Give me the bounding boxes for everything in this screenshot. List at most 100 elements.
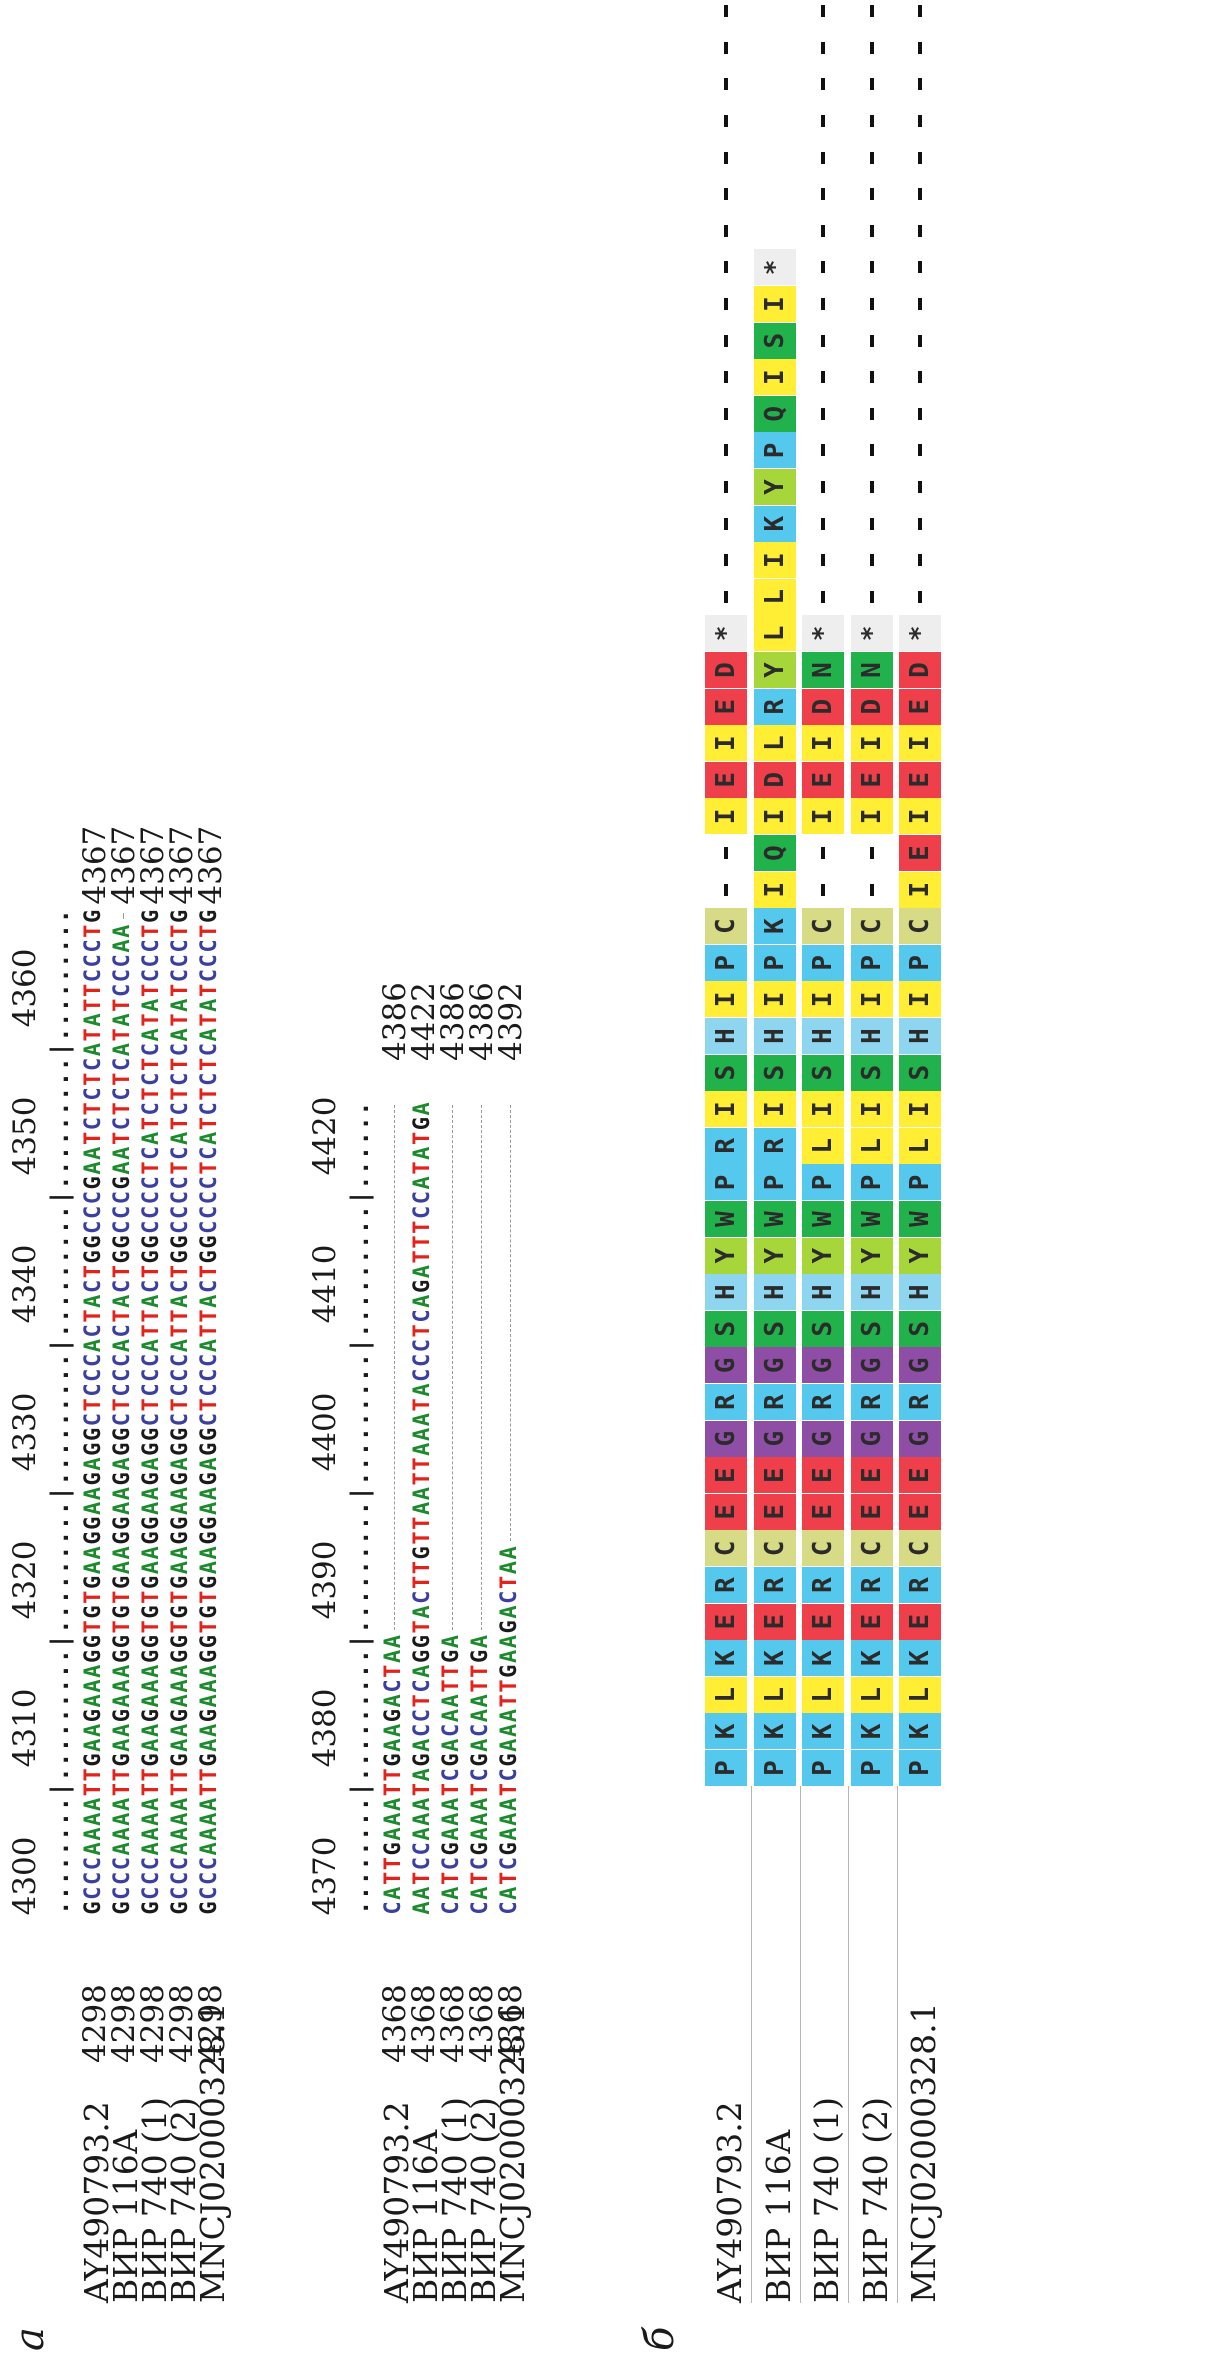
amino-acid: K bbox=[705, 1713, 747, 1750]
amino-acid: G bbox=[899, 1347, 941, 1384]
amino-acid: I bbox=[850, 725, 893, 762]
nucleotide: T bbox=[197, 1013, 222, 1027]
protein-name: MNCJ02000328.1 bbox=[904, 2002, 943, 2303]
nucleotide: C bbox=[197, 968, 222, 983]
alignment-gap bbox=[869, 847, 874, 859]
alignment-gap bbox=[869, 188, 874, 201]
nucleotide: A bbox=[197, 1842, 222, 1856]
ruler-label: 4410 bbox=[307, 1244, 343, 1324]
nucleotide: G bbox=[197, 1708, 222, 1723]
alignment-gap bbox=[821, 847, 825, 859]
nucleotide: C bbox=[197, 1412, 222, 1427]
amino-acid: I bbox=[705, 981, 747, 1018]
nucleotide: T bbox=[197, 1782, 222, 1797]
amino-acid: W bbox=[899, 1201, 941, 1237]
alignment-gap bbox=[869, 334, 874, 347]
sequence-end: 4367 bbox=[193, 825, 229, 905]
alignment-gap bbox=[724, 261, 728, 274]
nucleotide: A bbox=[197, 1457, 222, 1471]
amino-acid: H bbox=[802, 1274, 844, 1311]
amino-acid: S bbox=[850, 1054, 893, 1091]
amino-acid: I bbox=[850, 798, 893, 835]
nucleotide: A bbox=[497, 1546, 522, 1560]
protein-name: AY490793.2 bbox=[710, 2101, 749, 2303]
amino-acid: C bbox=[850, 1530, 893, 1567]
amino-acid: K bbox=[753, 505, 796, 542]
nucleotide: G bbox=[197, 1901, 222, 1915]
amino-acid: I bbox=[802, 798, 844, 835]
amino-acid: Q bbox=[753, 395, 796, 432]
amino-acid: E bbox=[753, 1603, 796, 1640]
alignment-gap bbox=[724, 444, 728, 457]
amino-acid: G bbox=[802, 1347, 844, 1384]
alignment-gap bbox=[918, 224, 922, 237]
amino-acid: Y bbox=[705, 1237, 747, 1274]
sequence-start: 4298 bbox=[193, 1984, 229, 2063]
amino-acid: I bbox=[850, 981, 893, 1018]
alignment-gap bbox=[869, 78, 874, 91]
nucleotide: G bbox=[197, 1575, 222, 1590]
alignment-gap bbox=[918, 517, 922, 530]
nucleotide: T bbox=[197, 1620, 222, 1634]
alignment-gap bbox=[724, 5, 728, 18]
amino-acid: S bbox=[802, 1310, 844, 1347]
stop-codon: * bbox=[705, 615, 747, 652]
nucleotide: A bbox=[197, 1812, 222, 1826]
amino-acid: C bbox=[753, 1530, 796, 1567]
nucleotide: G bbox=[197, 1516, 222, 1530]
alignment-gap bbox=[918, 298, 922, 310]
ruler-label: 4350 bbox=[7, 1096, 43, 1176]
alignment-gap bbox=[821, 41, 825, 54]
amino-acid: E bbox=[850, 761, 893, 798]
alignment-gap bbox=[724, 334, 728, 347]
stop-codon: * bbox=[753, 249, 796, 286]
nucleotide: G bbox=[497, 1620, 522, 1634]
nucleotide: T bbox=[197, 924, 222, 938]
nucleotide: A bbox=[197, 1738, 222, 1752]
nucleotide: A bbox=[497, 1723, 522, 1738]
nucleotide: A bbox=[497, 1634, 522, 1649]
amino-acid: C bbox=[705, 1530, 747, 1567]
amino-acid: R bbox=[899, 1567, 941, 1603]
nucleotide: G bbox=[197, 1427, 222, 1442]
nucleotide: A bbox=[497, 1797, 522, 1812]
nucleotide: A bbox=[197, 998, 222, 1012]
amino-acid: I bbox=[850, 1091, 893, 1128]
ruler-label: 4320 bbox=[7, 1540, 43, 1620]
alignment-gap bbox=[869, 298, 874, 310]
amino-acid: S bbox=[899, 1310, 941, 1347]
alignment-gap bbox=[869, 481, 874, 493]
nucleotide: A bbox=[197, 1797, 222, 1812]
amino-acid: E bbox=[802, 1493, 844, 1530]
amino-acid: I bbox=[753, 542, 796, 579]
alignment-gap bbox=[821, 334, 825, 347]
nucleotide: T bbox=[197, 1398, 222, 1412]
ruler-label: 4390 bbox=[307, 1540, 343, 1620]
amino-acid: R bbox=[802, 1384, 844, 1420]
amino-acid: D bbox=[753, 761, 796, 798]
panel-label-a: а bbox=[7, 2327, 53, 2351]
amino-acid: D bbox=[850, 688, 893, 725]
alignment-gap bbox=[869, 261, 874, 274]
amino-acid: P bbox=[705, 944, 747, 981]
alignment-gap bbox=[821, 224, 825, 237]
amino-acid: E bbox=[899, 1603, 941, 1640]
nucleotide: A bbox=[197, 1546, 222, 1560]
amino-acid: K bbox=[850, 1713, 893, 1750]
amino-acid: K bbox=[802, 1713, 844, 1750]
alignment-gap bbox=[918, 188, 922, 201]
amino-acid: P bbox=[753, 432, 796, 469]
alignment-gap bbox=[724, 151, 728, 164]
nucleotide: C bbox=[197, 1383, 222, 1397]
amino-acid: P bbox=[899, 1750, 941, 1786]
alignment-gap bbox=[821, 883, 825, 896]
alignment-gap bbox=[821, 115, 825, 127]
alignment-gap bbox=[724, 847, 728, 859]
amino-acid: G bbox=[899, 1420, 941, 1457]
nucleotide: A bbox=[197, 1338, 222, 1353]
nucleotide: T bbox=[497, 1679, 522, 1693]
nucleotide: A bbox=[197, 1131, 222, 1146]
amino-acid: R bbox=[753, 1127, 796, 1164]
